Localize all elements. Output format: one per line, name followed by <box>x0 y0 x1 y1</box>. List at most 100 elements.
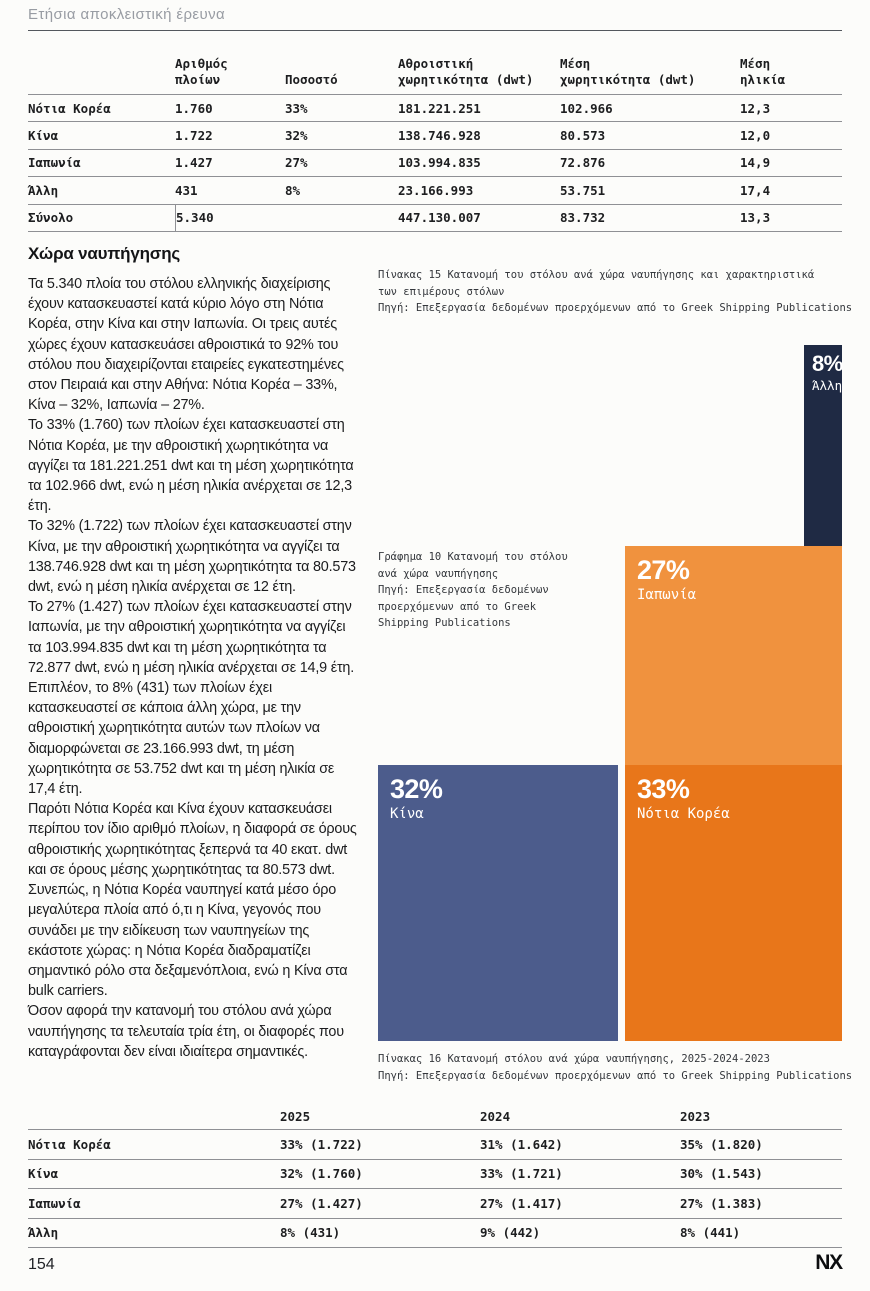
segment-percent-label: 32% <box>390 774 443 804</box>
segment-country-label: Άλλη <box>812 378 843 394</box>
table-cell: 33% <box>285 100 308 116</box>
caption-source: Πηγή: Επεξεργασία δεδομένων προερχόμενων… <box>378 302 853 314</box>
segment-percent-label: 33% <box>637 774 690 804</box>
column-header-ships: Αριθμός πλοίων <box>175 56 228 87</box>
page-number: 154 <box>28 1256 55 1273</box>
table-header-row: 2025 2024 2023 <box>28 1103 842 1130</box>
table-row-total: Σύνολο 5.340 447.130.007 83.732 13,3 <box>28 204 842 232</box>
row-label: Κίνα <box>28 1166 59 1182</box>
row-label: Ιαπωνία <box>28 155 81 171</box>
table-cell: 8% <box>285 182 301 198</box>
table-cell: 23.166.993 <box>398 182 474 198</box>
table-cell: 1.760 <box>175 100 213 116</box>
body-paragraph: Όσον αφορά την κατανομή του στόλου ανά χ… <box>28 1003 344 1060</box>
table-cell: 27% (1.427) <box>280 1195 363 1211</box>
table-cell: 14,9 <box>740 155 771 171</box>
table-cell: 53.751 <box>560 182 606 198</box>
table-cell <box>285 205 398 231</box>
table16-caption: Πίνακας 16 Κατανομή στόλου ανά χώρα ναυπ… <box>378 1051 853 1084</box>
chart-segment-china: 32% Κίνα <box>378 765 618 1041</box>
fleet-by-year-table: 2025 2024 2023 Νότια Κορέα 33% (1.722) 3… <box>28 1103 842 1248</box>
table-cell: 8% (431) <box>280 1225 341 1241</box>
chart-segment-south-korea: 33% Νότια Κορέα <box>625 765 842 1041</box>
row-label: Άλλη <box>28 1225 59 1241</box>
column-header-empty <box>28 1103 280 1129</box>
table-cell: 431 <box>175 182 198 198</box>
table-cell: 12,0 <box>740 128 771 144</box>
body-paragraph: Τα 5.340 πλοία του στόλου ελληνικής διαχ… <box>28 276 344 414</box>
column-header-empty <box>28 48 175 94</box>
table-cell: 13,3 <box>740 210 771 226</box>
table15-caption: Πίνακας 15 Κατανομή του στόλου ανά χώρα … <box>378 267 853 317</box>
page-kicker: Ετήσια αποκλειστική έρευνα <box>28 6 226 23</box>
segment-percent-label: 8% <box>812 351 843 376</box>
table-cell: 33% (1.721) <box>480 1166 563 1182</box>
table-cell: 1.722 <box>175 128 213 144</box>
article: Χώρα ναυπήγησης Τα 5.340 πλοία του στόλο… <box>28 244 362 1062</box>
publisher-logo: NX <box>815 1251 843 1274</box>
row-label: Κίνα <box>28 128 59 144</box>
column-header-avg-dwt: Μέση χωρητικότητα (dwt) <box>560 56 696 87</box>
table-row-south-korea: Νότια Κορέα 33% (1.722) 31% (1.642) 35% … <box>28 1130 842 1160</box>
chart-segment-other: 8% Άλλη <box>804 345 843 546</box>
fleet-characteristics-table: Αριθμός πλοίων Ποσοστό Αθροιστική χωρητι… <box>28 48 842 232</box>
table-row-other: Άλλη 431 8% 23.166.993 53.751 17,4 <box>28 177 842 205</box>
table-cell: 72.876 <box>560 155 606 171</box>
table-cell: 9% (442) <box>480 1225 541 1241</box>
table-row-japan: Ιαπωνία 27% (1.427) 27% (1.417) 27% (1.3… <box>28 1189 842 1219</box>
table-cell: 27% (1.383) <box>680 1195 763 1211</box>
column-header-percent: Ποσοστό <box>285 71 338 87</box>
row-label: Σύνολο <box>28 210 74 226</box>
row-label: Νότια Κορέα <box>28 1136 111 1152</box>
column-header-2024: 2024 <box>480 1109 511 1124</box>
table-row-south-korea: Νότια Κορέα 1.760 33% 181.221.251 102.96… <box>28 95 842 123</box>
column-header-total-dwt: Αθροιστική χωρητικότητα (dwt) <box>398 56 534 87</box>
row-label: Άλλη <box>28 182 59 198</box>
table-cell: 17,4 <box>740 182 771 198</box>
table-cell: 32% (1.760) <box>280 1166 363 1182</box>
body-paragraph: Το 33% (1.760) των πλοίων έχει κατασκευα… <box>28 417 354 515</box>
body-paragraph: Το 27% (1.427) των πλοίων έχει κατασκευα… <box>28 599 355 676</box>
table-row-other: Άλλη 8% (431) 9% (442) 8% (441) <box>28 1219 842 1248</box>
chart-segment-japan: 27% Ιαπωνία <box>625 546 842 765</box>
column-header-2025: 2025 <box>280 1109 311 1124</box>
segment-country-label: Ιαπωνία <box>637 587 697 604</box>
table-cell: 102.966 <box>560 100 613 116</box>
caption-source: Πηγή: Επεξεργασία δεδομένων προερχόμενων… <box>378 1069 853 1082</box>
table-cell: 103.994.835 <box>398 155 481 171</box>
table-row-japan: Ιαπωνία 1.427 27% 103.994.835 72.876 14,… <box>28 150 842 178</box>
table-cell: 181.221.251 <box>398 100 481 116</box>
table-row-china: Κίνα 1.722 32% 138.746.928 80.573 12,0 <box>28 122 842 150</box>
segment-country-label: Νότια Κορέα <box>637 806 730 823</box>
table-row-china: Κίνα 32% (1.760) 33% (1.721) 30% (1.543) <box>28 1160 842 1189</box>
caption-text: Πίνακας 15 Κατανομή του στόλου ανά χώρα … <box>378 269 815 298</box>
caption-text: Γράφημα 10 Κατανομή του στόλου ανά χώρα … <box>378 551 568 580</box>
table-cell: 138.746.928 <box>398 128 481 144</box>
caption-source: Πηγή: Επεξεργασία δεδομένων προερχόμενων… <box>378 584 549 629</box>
segment-country-label: Κίνα <box>390 806 424 823</box>
table-cell: 447.130.007 <box>398 210 481 226</box>
row-label: Ιαπωνία <box>28 1195 81 1211</box>
segment-percent-label: 27% <box>637 555 690 585</box>
body-paragraph: Επιπλέον, το 8% (431) των πλοίων έχει κα… <box>28 680 335 798</box>
table-cell: 35% (1.820) <box>680 1136 763 1152</box>
table-cell: 83.732 <box>560 210 606 226</box>
table-cell: 8% (441) <box>680 1225 741 1241</box>
body-paragraph: Παρότι Νότια Κορέα και Κίνα έχουν κατασκ… <box>28 801 357 1000</box>
table-cell: 32% <box>285 128 308 144</box>
table-cell: 80.573 <box>560 128 606 144</box>
header-divider <box>28 30 842 31</box>
section-title: Χώρα ναυπήγησης <box>28 244 181 263</box>
table-cell: 31% (1.642) <box>480 1136 563 1152</box>
body-paragraph: Το 32% (1.722) των πλοίων έχει κατασκευα… <box>28 518 356 596</box>
table-header-row: Αριθμός πλοίων Ποσοστό Αθροιστική χωρητι… <box>28 48 842 95</box>
caption-text: Πίνακας 16 Κατανομή στόλου ανά χώρα ναυπ… <box>378 1053 770 1065</box>
table-cell: 1.427 <box>175 155 213 171</box>
table-cell: 27% (1.417) <box>480 1195 563 1211</box>
column-header-avg-age: Μέση ηλικία <box>740 56 786 87</box>
table-cell: 12,3 <box>740 100 771 116</box>
chart-caption: Γράφημα 10 Κατανομή του στόλου ανά χώρα … <box>378 549 578 632</box>
table-cell: 33% (1.722) <box>280 1136 363 1152</box>
table-cell: 5.340 <box>175 204 285 231</box>
